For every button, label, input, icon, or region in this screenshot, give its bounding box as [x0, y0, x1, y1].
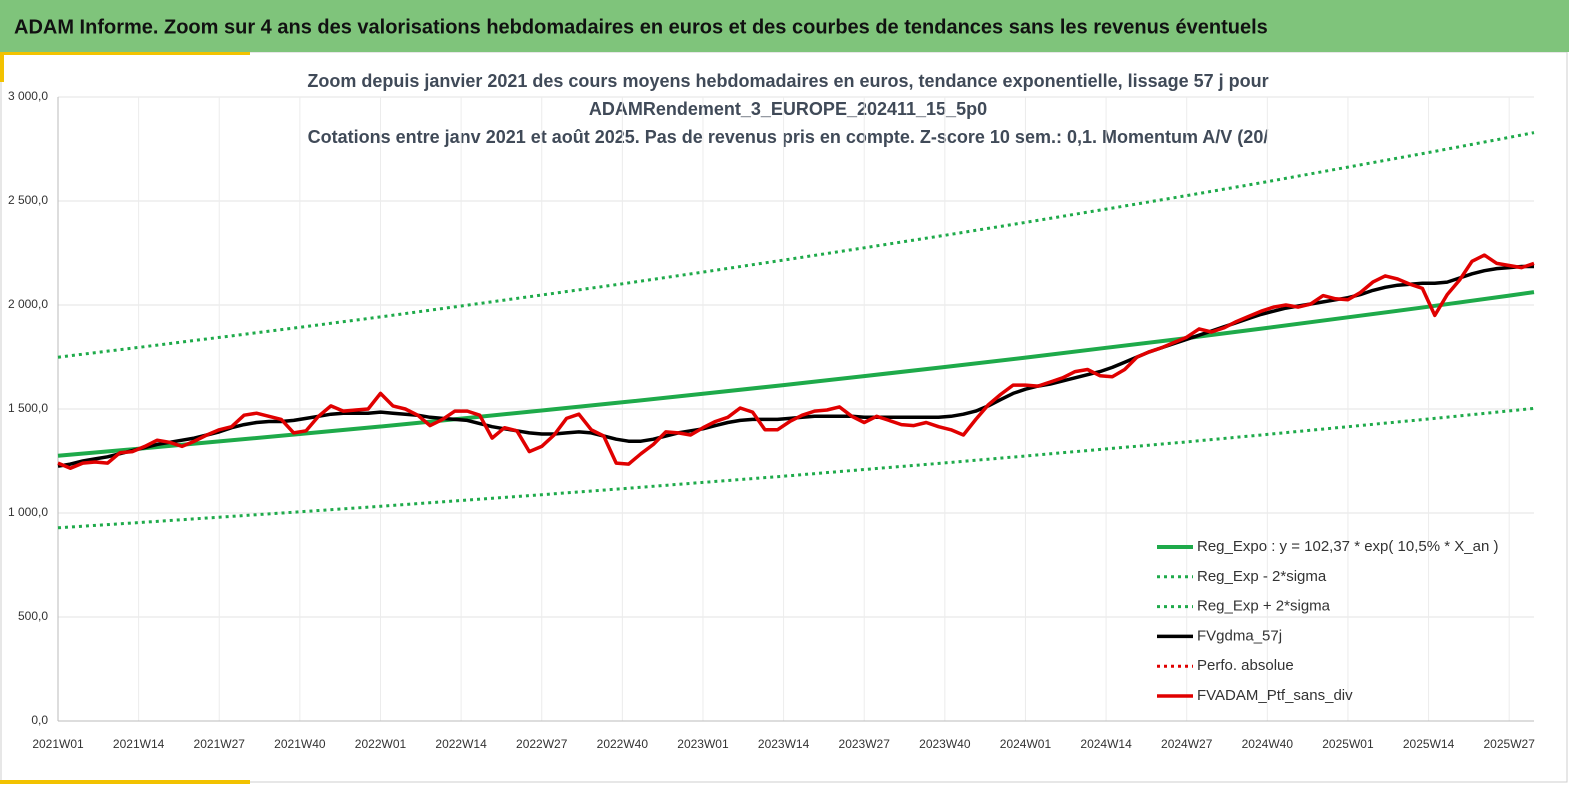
legend-label: Reg_Exp + 2*sigma — [1197, 598, 1331, 615]
legend-label: Reg_Exp - 2*sigma — [1197, 568, 1327, 585]
y-tick-label: 2 500,0 — [8, 193, 48, 207]
x-tick-label: 2021W01 — [32, 737, 84, 751]
accent — [0, 52, 4, 82]
x-tick-label: 2021W14 — [113, 737, 165, 751]
chart-title: Zoom depuis janvier 2021 des cours moyen… — [307, 71, 1268, 91]
x-tick-label: 2022W01 — [355, 737, 407, 751]
x-tick-label: 2024W01 — [1000, 737, 1052, 751]
x-tick-label: 2022W14 — [435, 737, 487, 751]
series-line — [57, 131, 1535, 359]
x-tick-label: 2021W40 — [274, 737, 326, 751]
legend-label: Reg_Expo : y = 102,37 * exp( 10,5% * X_a… — [1197, 538, 1498, 555]
legend-label: Perfo. absolue — [1197, 657, 1294, 674]
y-tick-label: 2 000,0 — [8, 297, 48, 311]
accent — [0, 52, 250, 55]
x-tick-label: 2024W14 — [1080, 737, 1132, 751]
chart-title: Cotations entre janv 2021 et août 2025. … — [308, 127, 1269, 147]
y-tick-label: 1 000,0 — [8, 505, 48, 519]
y-tick-label: 0,0 — [31, 713, 48, 727]
x-tick-label: 2023W14 — [758, 737, 810, 751]
x-tick-label: 2025W14 — [1403, 737, 1455, 751]
x-tick-label: 2025W01 — [1322, 737, 1374, 751]
x-tick-label: 2023W27 — [839, 737, 891, 751]
header-title: ADAM Informe. Zoom sur 4 ans des valoris… — [14, 16, 1268, 38]
x-tick-label: 2023W40 — [919, 737, 971, 751]
accent — [0, 780, 250, 784]
legend-label: FVgdma_57j — [1197, 627, 1282, 644]
x-tick-label: 2023W01 — [677, 737, 729, 751]
x-tick-label: 2025W27 — [1484, 737, 1536, 751]
x-tick-label: 2024W40 — [1242, 737, 1294, 751]
chart-title: ADAMRendement_3_EUROPE_202411_15_5p0 — [589, 99, 987, 119]
x-tick-label: 2024W27 — [1161, 737, 1213, 751]
legend-label: FVADAM_Ptf_sans_div — [1197, 687, 1353, 704]
y-tick-label: 1 500,0 — [8, 401, 48, 415]
series-line — [57, 253, 1535, 471]
y-tick-label: 500,0 — [18, 609, 48, 623]
x-tick-label: 2021W27 — [194, 737, 246, 751]
x-tick-label: 2022W27 — [516, 737, 568, 751]
header-bar — [0, 0, 1569, 52]
series-line — [57, 290, 1535, 458]
y-tick-label: 3 000,0 — [8, 89, 48, 103]
x-tick-label: 2022W40 — [597, 737, 649, 751]
